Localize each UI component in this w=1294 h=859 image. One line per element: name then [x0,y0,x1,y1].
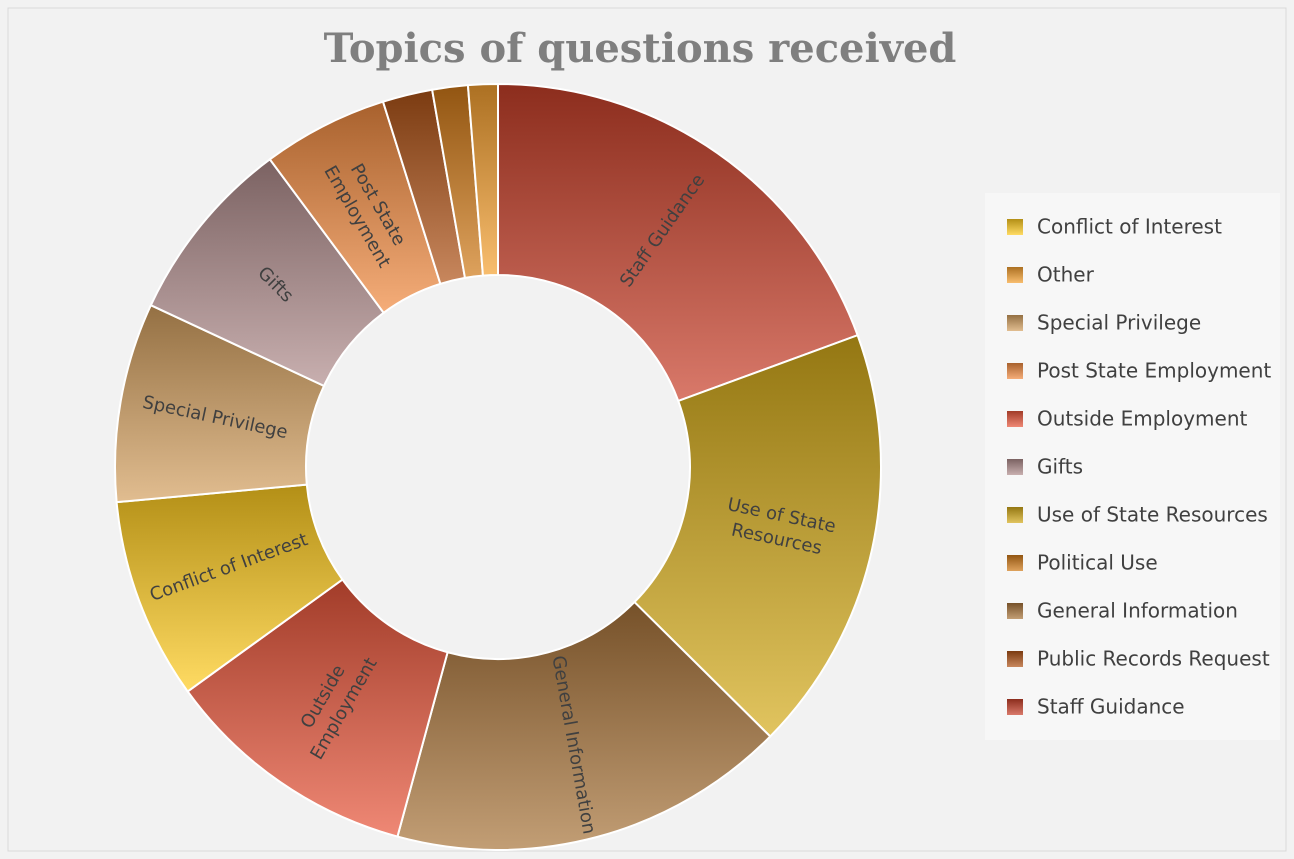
legend-swatch [1007,315,1023,331]
legend-swatch [1007,651,1023,667]
donut-slice [633,333,882,738]
donut-slice [497,82,859,403]
legend-label: Outside Employment [1037,407,1248,431]
legend-label: Other [1037,263,1095,287]
legend-label: Political Use [1037,551,1158,575]
legend-label: Use of State Resources [1037,503,1268,527]
legend-label: Gifts [1037,455,1083,479]
donut-slice [396,600,772,851]
legend-label: Conflict of Interest [1037,215,1222,239]
frame [7,7,1287,852]
legend-label: Special Privilege [1037,311,1201,335]
legend-label: Post State Employment [1037,359,1271,383]
legend-swatch [1007,267,1023,283]
legend-label: Public Records Request [1037,647,1270,671]
legend-swatch [1007,555,1023,571]
legend-swatch [1007,603,1023,619]
legend-box [985,193,1280,740]
legend-swatch [1007,699,1023,715]
legend-swatch [1007,459,1023,475]
legend-swatch [1007,411,1023,427]
legend-label: Staff Guidance [1037,695,1185,719]
legend-swatch [1007,219,1023,235]
legend-swatch [1007,363,1023,379]
legend-label: General Information [1037,599,1238,623]
chart-title: Topics of questions received [324,25,957,72]
donut-slice [466,82,499,277]
legend-swatch [1007,507,1023,523]
